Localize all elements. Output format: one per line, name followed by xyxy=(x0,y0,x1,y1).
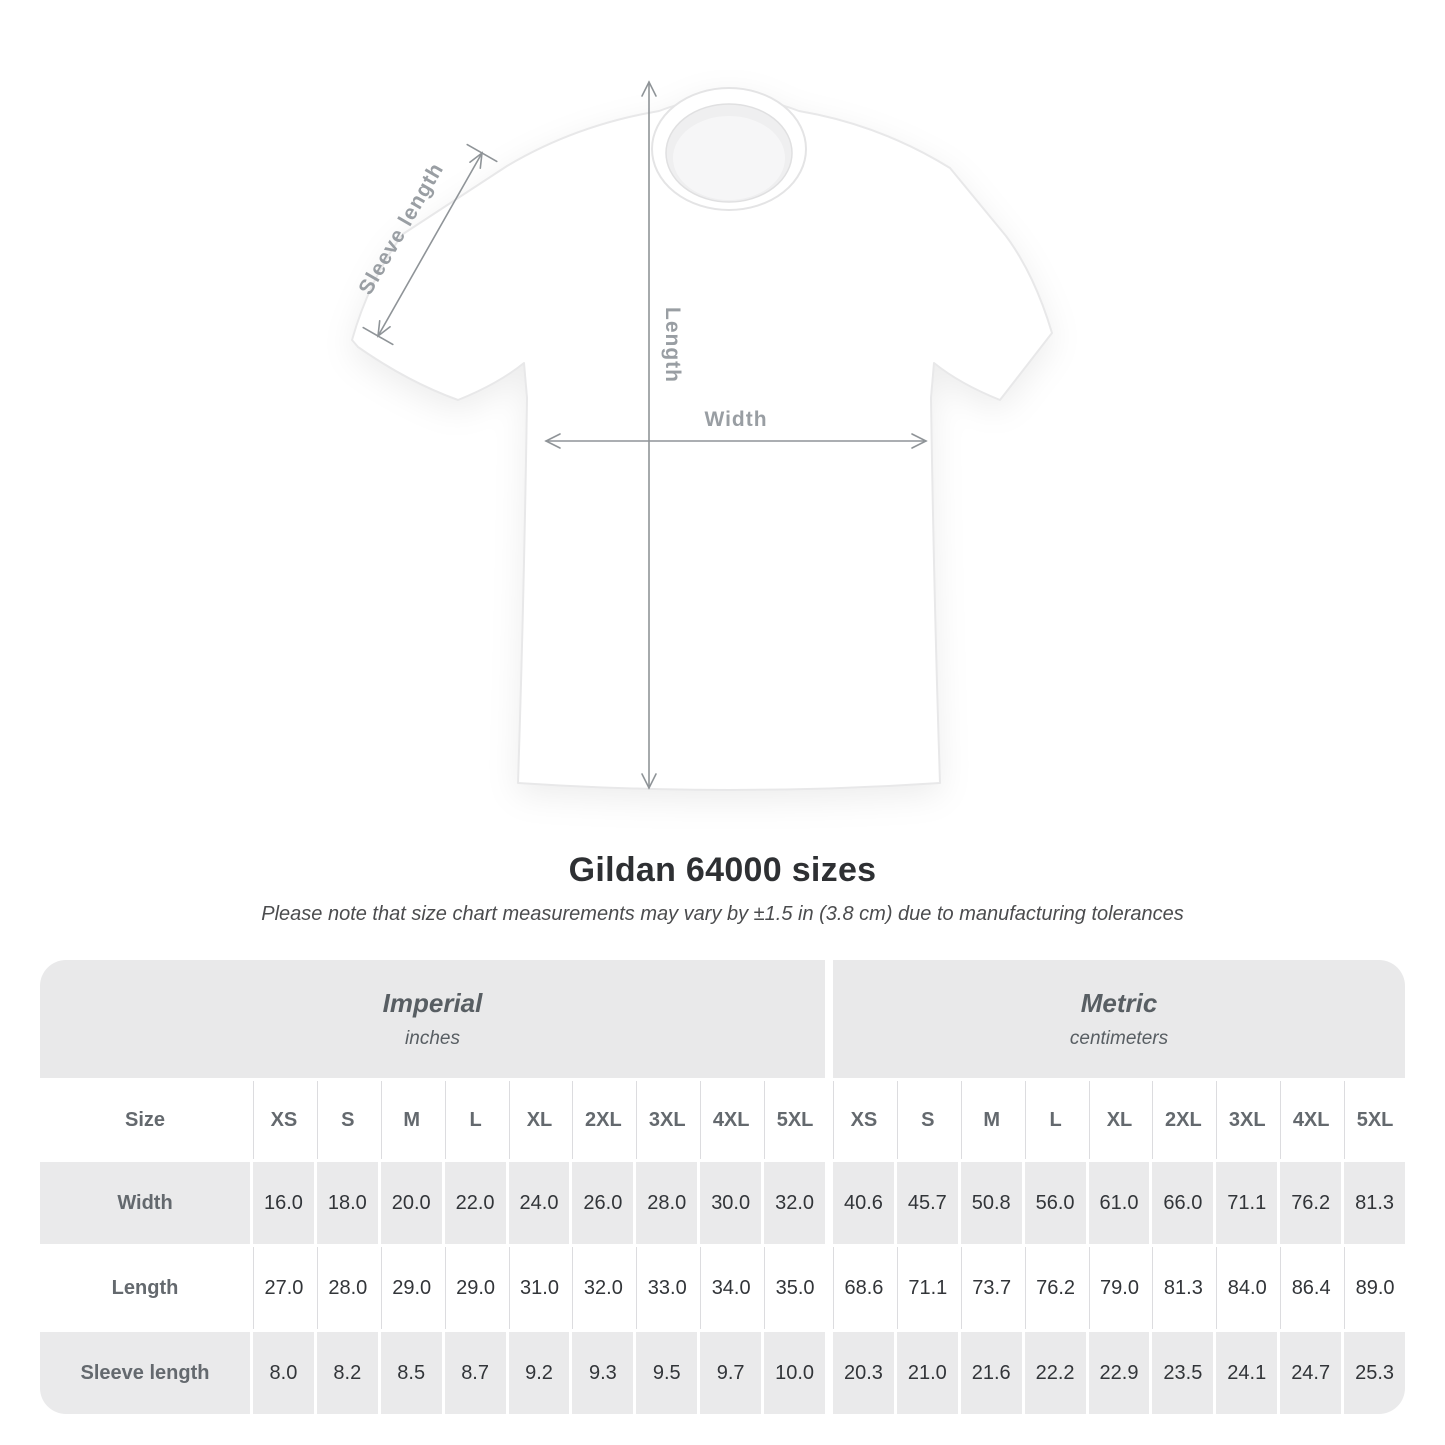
size-header-metric-l: L xyxy=(1024,1081,1086,1159)
column-gap xyxy=(828,1162,830,1244)
table-cell: 35.0 xyxy=(764,1247,825,1329)
table-cell: 16.0 xyxy=(253,1162,314,1244)
table-cell: 32.0 xyxy=(572,1247,634,1329)
table-cell: 73.7 xyxy=(960,1247,1022,1329)
table-cell: 8.0 xyxy=(253,1332,314,1414)
table-cell: 21.0 xyxy=(896,1332,958,1414)
size-header-imperial-xs: XS xyxy=(253,1081,314,1159)
table-cell: 26.0 xyxy=(572,1162,634,1244)
column-gap xyxy=(828,1332,830,1414)
table-cell: 9.2 xyxy=(508,1332,570,1414)
table-cell: 89.0 xyxy=(1344,1247,1405,1329)
sleeve-length-arrow xyxy=(362,143,498,346)
table-cell: 81.3 xyxy=(1344,1162,1405,1244)
size-header-imperial-4xl: 4XL xyxy=(700,1081,762,1159)
table-cell: 40.6 xyxy=(833,1162,894,1244)
size-header-imperial-m: M xyxy=(380,1081,442,1159)
size-table: Imperial inches Metric centimeters Size X… xyxy=(40,960,1405,1414)
row-label-length: Length xyxy=(40,1247,250,1329)
size-header-metric-s: S xyxy=(896,1081,958,1159)
table-cell: 22.2 xyxy=(1024,1332,1086,1414)
length-arrow xyxy=(641,80,657,790)
table-cell: 66.0 xyxy=(1152,1162,1214,1244)
table-cell: 8.5 xyxy=(380,1332,442,1414)
size-header-imperial-xl: XL xyxy=(508,1081,570,1159)
table-cell: 34.0 xyxy=(700,1247,762,1329)
table-cell: 18.0 xyxy=(316,1162,378,1244)
length-dimension-label: Length xyxy=(661,307,684,383)
column-gap xyxy=(828,1081,830,1159)
table-cell: 28.0 xyxy=(636,1162,698,1244)
table-cell: 24.0 xyxy=(508,1162,570,1244)
table-cell: 9.7 xyxy=(700,1332,762,1414)
table-cell: 20.3 xyxy=(833,1332,894,1414)
size-header-imperial-s: S xyxy=(316,1081,378,1159)
size-header-imperial-l: L xyxy=(444,1081,506,1159)
size-header-imperial-2xl: 2XL xyxy=(572,1081,634,1159)
width-arrow xyxy=(544,433,928,449)
tolerance-note: Please note that size chart measurements… xyxy=(261,903,1184,925)
width-dimension-label: Width xyxy=(704,408,767,431)
size-header-imperial-5xl: 5XL xyxy=(764,1081,825,1159)
table-cell: 8.7 xyxy=(444,1332,506,1414)
size-header-metric-2xl: 2XL xyxy=(1152,1081,1214,1159)
table-cell: 79.0 xyxy=(1088,1247,1150,1329)
table-cell: 32.0 xyxy=(764,1162,825,1244)
size-column-header: Size xyxy=(40,1081,250,1159)
table-cell: 30.0 xyxy=(700,1162,762,1244)
size-header-metric-m: M xyxy=(960,1081,1022,1159)
table-cell: 9.3 xyxy=(572,1332,634,1414)
metric-header: Metric centimeters xyxy=(833,960,1405,1078)
metric-header-title: Metric xyxy=(1080,988,1158,1018)
imperial-header-unit: inches xyxy=(405,1028,460,1049)
size-header-metric-xl: XL xyxy=(1088,1081,1150,1159)
table-cell: 20.0 xyxy=(380,1162,442,1244)
row-label-width: Width xyxy=(40,1162,250,1244)
table-cell: 50.8 xyxy=(960,1162,1022,1244)
table-cell: 68.6 xyxy=(833,1247,894,1329)
table-cell: 76.2 xyxy=(1280,1162,1342,1244)
table-cell: 27.0 xyxy=(253,1247,314,1329)
table-cell: 25.3 xyxy=(1344,1332,1405,1414)
table-cell: 45.7 xyxy=(896,1162,958,1244)
table-cell: 84.0 xyxy=(1216,1247,1278,1329)
table-cell: 22.0 xyxy=(444,1162,506,1244)
size-header-imperial-3xl: 3XL xyxy=(636,1081,698,1159)
row-label-sleeve-length: Sleeve length xyxy=(40,1332,250,1414)
table-cell: 28.0 xyxy=(316,1247,378,1329)
metric-header-unit: centimeters xyxy=(1069,1028,1169,1049)
table-cell: 29.0 xyxy=(444,1247,506,1329)
size-header-metric-3xl: 3XL xyxy=(1216,1081,1278,1159)
column-gap xyxy=(828,1247,830,1329)
table-cell: 23.5 xyxy=(1152,1332,1214,1414)
table-cell: 24.7 xyxy=(1280,1332,1342,1414)
table-cell: 56.0 xyxy=(1024,1162,1086,1244)
page-title: Gildan 64000 sizes xyxy=(568,851,877,889)
table-cell: 86.4 xyxy=(1280,1247,1342,1329)
size-header-metric-5xl: 5XL xyxy=(1344,1081,1405,1159)
table-cell: 33.0 xyxy=(636,1247,698,1329)
table-cell: 61.0 xyxy=(1088,1162,1150,1244)
imperial-header: Imperial inches xyxy=(40,960,825,1078)
column-gap xyxy=(828,960,830,1078)
table-cell: 9.5 xyxy=(636,1332,698,1414)
tshirt-diagram-canvas: Width Length Sleeve length xyxy=(351,80,1053,791)
table-cell: 81.3 xyxy=(1152,1247,1214,1329)
size-header-metric-xs: XS xyxy=(833,1081,894,1159)
table-cell: 71.1 xyxy=(1216,1162,1278,1244)
table-cell: 22.9 xyxy=(1088,1332,1150,1414)
table-cell: 8.2 xyxy=(316,1332,378,1414)
table-cell: 29.0 xyxy=(380,1247,442,1329)
tshirt-size-diagram: Width Length Sleeve length xyxy=(351,80,1053,791)
table-cell: 71.1 xyxy=(896,1247,958,1329)
table-cell: 21.6 xyxy=(960,1332,1022,1414)
table-cell: 76.2 xyxy=(1024,1247,1086,1329)
table-cell: 24.1 xyxy=(1216,1332,1278,1414)
size-header-metric-4xl: 4XL xyxy=(1280,1081,1342,1159)
tshirt-image xyxy=(351,87,1053,791)
table-cell: 31.0 xyxy=(508,1247,570,1329)
imperial-header-title: Imperial xyxy=(382,988,483,1018)
table-cell: 10.0 xyxy=(764,1332,825,1414)
